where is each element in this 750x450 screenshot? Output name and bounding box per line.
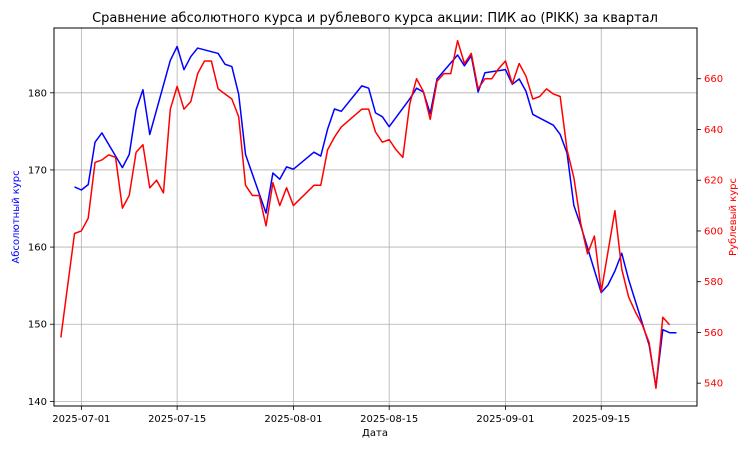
x-axis-label: Дата	[362, 428, 388, 439]
y-left-tick-label: 170	[28, 165, 47, 176]
y-right-tick-label: 560	[704, 328, 723, 339]
y-right-tick-label: 620	[704, 176, 723, 187]
series-lines	[60, 39, 677, 389]
absolute-price-line	[74, 45, 677, 388]
chart-title: Сравнение абсолютного курса и рублевого …	[92, 11, 658, 26]
x-tick-label: 2025-07-01	[52, 414, 110, 425]
x-tick-label: 2025-09-15	[572, 414, 630, 425]
y-axis-left-label: Абсолютный курс	[11, 170, 22, 263]
y-right-tick-label: 660	[704, 74, 723, 85]
y-right-tick-label: 600	[704, 226, 723, 237]
y-right-tick-label: 640	[704, 125, 723, 136]
ruble-price-line	[60, 39, 671, 389]
x-tick-label: 2025-07-15	[148, 414, 206, 425]
y-axis-right-label: Рублевый курс	[728, 178, 739, 256]
axis-ticks: 2025-07-01 2025-07-15 2025-08-01 2025-08-15…	[28, 74, 723, 425]
plot-frame	[53, 27, 698, 407]
y-right-tick-label: 540	[704, 379, 723, 390]
y-left-tick-label: 160	[28, 243, 47, 254]
x-tick-label: 2025-09-01	[476, 414, 534, 425]
y-left-tick-label: 150	[28, 320, 47, 331]
y-right-tick-label: 580	[704, 277, 723, 288]
x-tick-label: 2025-08-01	[264, 414, 322, 425]
x-tick-label: 2025-08-15	[360, 414, 418, 425]
y-left-tick-label: 180	[28, 88, 47, 99]
y-left-tick-label: 140	[28, 397, 47, 408]
